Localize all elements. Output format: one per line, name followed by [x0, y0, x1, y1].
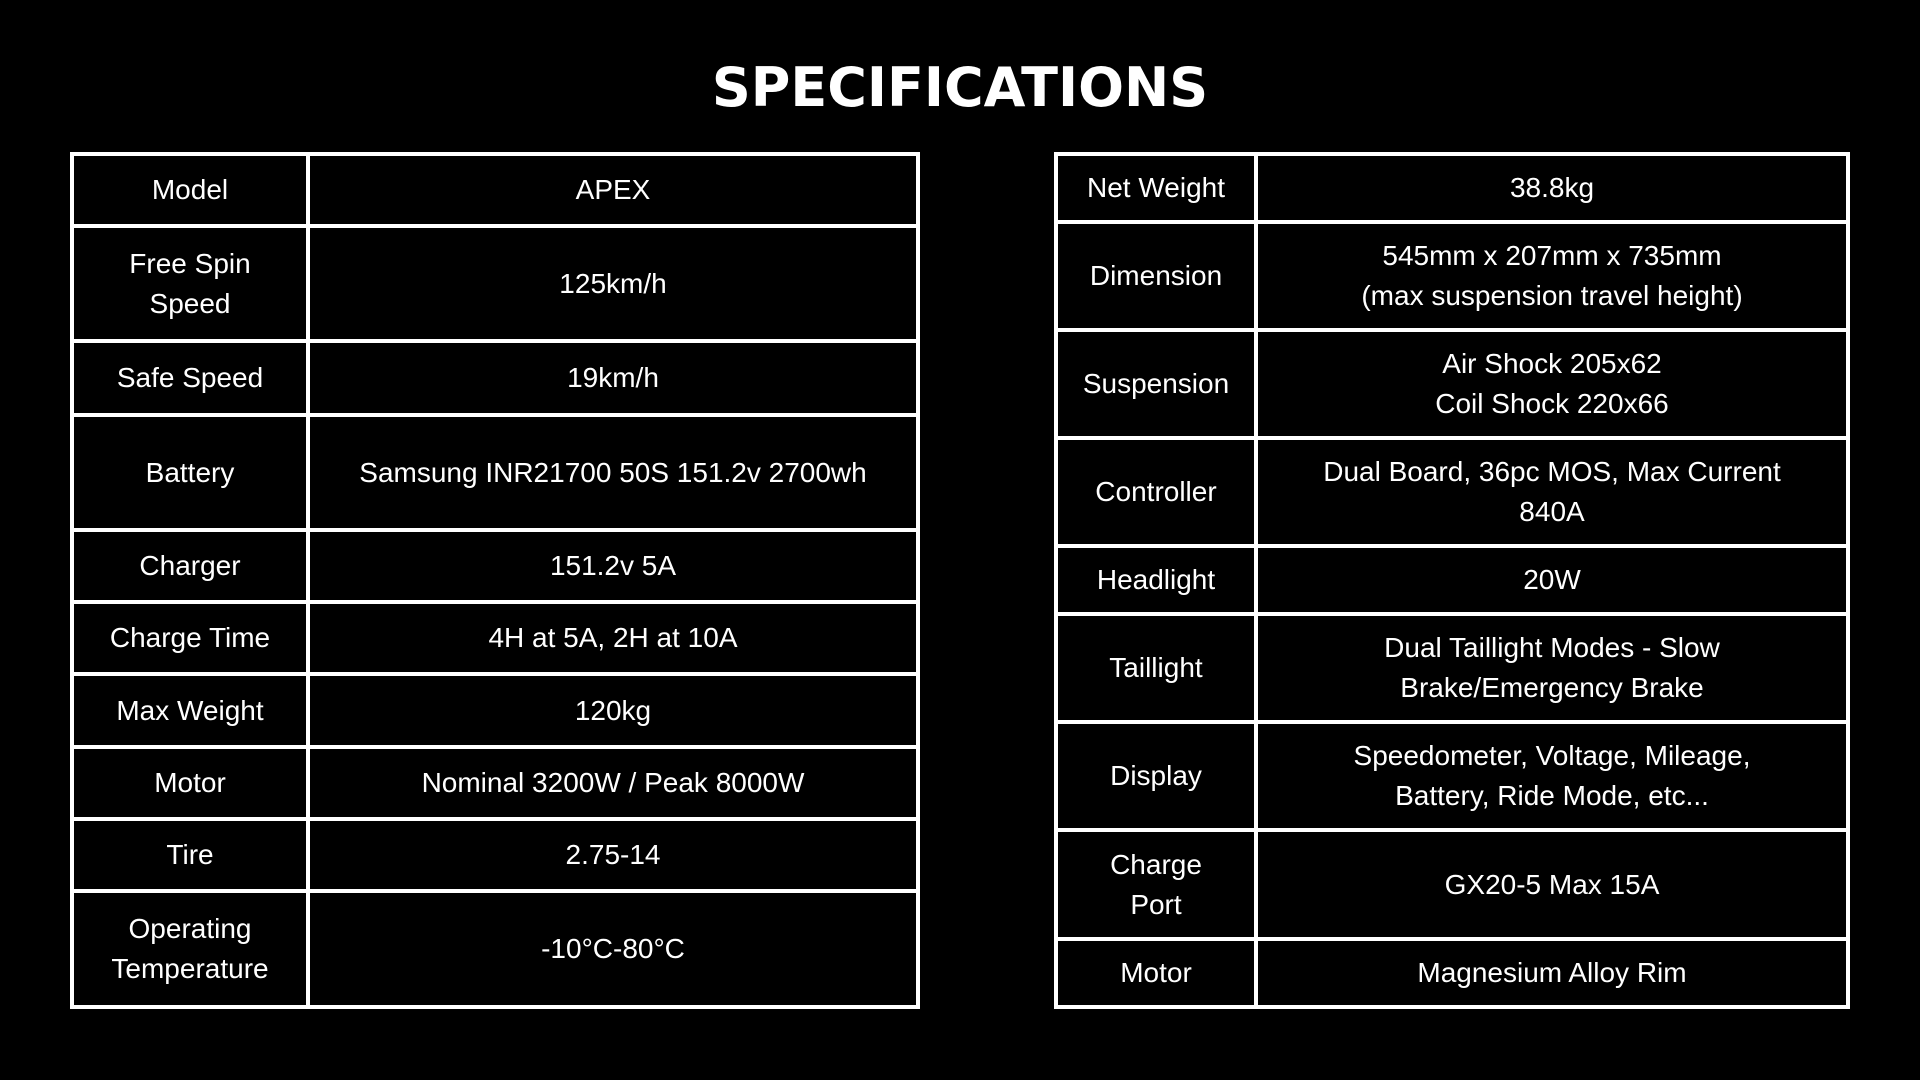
spec-value: 2.75-14 — [306, 817, 920, 893]
spec-row: Motor Nominal 3200W / Peak 8000W — [70, 745, 920, 821]
spec-row: Battery Samsung INR21700 50S 151.2v 2700w… — [70, 413, 920, 532]
spec-row: Safe Speed 19km/h — [70, 339, 920, 417]
spec-value: 125km/h — [306, 224, 920, 343]
spec-row: Operating Temperature -10°C-80°C — [70, 889, 920, 1009]
spec-row: Charge Time 4H at 5A, 2H at 10A — [70, 600, 920, 676]
spec-value: GX20-5 Max 15A — [1254, 828, 1850, 941]
spec-label: Display — [1054, 720, 1258, 832]
spec-label: Tire — [70, 817, 310, 893]
spec-row: Taillight Dual Taillight Modes - Slow Bra… — [1054, 612, 1850, 724]
spec-label: Max Weight — [70, 672, 310, 749]
spec-label: Motor — [1054, 937, 1258, 1009]
spec-row: Charger 151.2v 5A — [70, 528, 920, 604]
spec-value: Magnesium Alloy Rim — [1254, 937, 1850, 1009]
spec-label: Charge Time — [70, 600, 310, 676]
spec-label: Charge Port — [1054, 828, 1258, 941]
specs-table-right: Net Weight 38.8kg Dimension 545mm x 207mm x… — [1054, 152, 1850, 1009]
spec-value: 38.8kg — [1254, 152, 1850, 224]
spec-row: Max Weight 120kg — [70, 672, 920, 749]
spec-label: Dimension — [1054, 220, 1258, 332]
spec-value: Dual Board, 36pc MOS, Max Current 840A — [1254, 436, 1850, 548]
spec-label: Taillight — [1054, 612, 1258, 724]
spec-row: Charge Port GX20-5 Max 15A — [1054, 828, 1850, 941]
spec-row: Suspension Air Shock 205x62 Coil Shock 22… — [1054, 328, 1850, 440]
spec-label: Safe Speed — [70, 339, 310, 417]
spec-label: Model — [70, 152, 310, 228]
spec-value: 120kg — [306, 672, 920, 749]
spec-value: Air Shock 205x62 Coil Shock 220x66 — [1254, 328, 1850, 440]
spec-label: Headlight — [1054, 544, 1258, 616]
spec-label: Operating Temperature — [70, 889, 310, 1009]
spec-label: Net Weight — [1054, 152, 1258, 224]
spec-value: Speedometer, Voltage, Mileage, Battery, … — [1254, 720, 1850, 832]
spec-label: Free Spin Speed — [70, 224, 310, 343]
spec-label: Suspension — [1054, 328, 1258, 440]
spec-label: Motor — [70, 745, 310, 821]
spec-row: Display Speedometer, Voltage, Mileage, Ba… — [1054, 720, 1850, 832]
spec-value: Dual Taillight Modes - Slow Brake/Emerge… — [1254, 612, 1850, 724]
spec-value: 545mm x 207mm x 735mm (max suspension tr… — [1254, 220, 1850, 332]
spec-value: Samsung INR21700 50S 151.2v 2700wh — [306, 413, 920, 532]
spec-value: -10°C-80°C — [306, 889, 920, 1009]
specs-table-left: Model APEX Free Spin Speed 125km/h Safe Spee… — [70, 152, 920, 1009]
spec-value: 19km/h — [306, 339, 920, 417]
spec-row: Controller Dual Board, 36pc MOS, Max Curr… — [1054, 436, 1850, 548]
spec-row: Dimension 545mm x 207mm x 735mm (max susp… — [1054, 220, 1850, 332]
spec-value: 4H at 5A, 2H at 10A — [306, 600, 920, 676]
spec-row: Free Spin Speed 125km/h — [70, 224, 920, 343]
spec-value: Nominal 3200W / Peak 8000W — [306, 745, 920, 821]
spec-value: APEX — [306, 152, 920, 228]
spec-label: Controller — [1054, 436, 1258, 548]
spec-row: Model APEX — [70, 152, 920, 228]
spec-row: Motor Magnesium Alloy Rim — [1054, 937, 1850, 1009]
spec-value: 20W — [1254, 544, 1850, 616]
spec-label: Charger — [70, 528, 310, 604]
spec-row: Headlight 20W — [1054, 544, 1850, 616]
page-title: SPECIFICATIONS — [711, 56, 1209, 119]
spec-row: Tire 2.75-14 — [70, 817, 920, 893]
spec-value: 151.2v 5A — [306, 528, 920, 604]
spec-label: Battery — [70, 413, 310, 532]
spec-row: Net Weight 38.8kg — [1054, 152, 1850, 224]
